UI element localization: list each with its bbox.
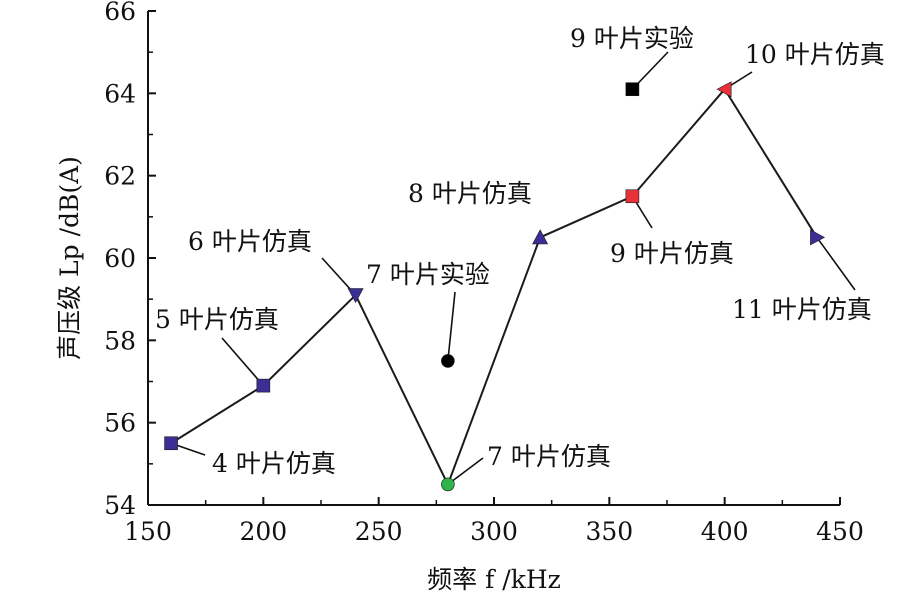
marker-triangle-left xyxy=(716,81,732,98)
callouts xyxy=(170,51,856,486)
marker-triangle-down xyxy=(347,288,364,304)
x-tick-label: 400 xyxy=(701,517,749,546)
point-label: 10 叶片仿真 xyxy=(745,40,885,69)
simulation-series-line xyxy=(170,87,818,487)
marker-square xyxy=(256,378,271,393)
y-tick-label: 64 xyxy=(104,79,136,108)
callout-line xyxy=(447,291,456,361)
marker-triangle-up xyxy=(532,229,549,245)
y-tick-label: 60 xyxy=(104,244,136,273)
point-label: 6 叶片仿真 xyxy=(188,227,312,256)
marker-square xyxy=(164,436,178,451)
simulation-line xyxy=(170,87,818,487)
point-label: 7 叶片仿真 xyxy=(487,442,611,471)
marker-square xyxy=(625,189,640,204)
point-label: 11 叶片仿真 xyxy=(732,295,872,324)
axes: 150 200 250 300 350 400 450 54 56 58 60 62 64 66 xyxy=(104,0,864,546)
x-tick-label: 300 xyxy=(470,517,518,546)
y-tick-label: 58 xyxy=(104,326,136,355)
x-axis-label: 频率 f /kHz xyxy=(427,565,561,594)
point-label: 4 叶片仿真 xyxy=(212,449,336,478)
point-label: 5 叶片仿真 xyxy=(155,305,279,334)
y-tick-label: 54 xyxy=(104,491,136,520)
y-tick-label: 62 xyxy=(104,162,136,191)
marker-circle xyxy=(441,477,455,492)
marker-square xyxy=(625,82,640,97)
marker-triangle-right xyxy=(810,229,826,246)
markers xyxy=(164,81,826,492)
point-label: 8 叶片仿真 xyxy=(408,179,532,208)
point-label: 9 叶片仿真 xyxy=(610,239,734,268)
x-tick-label: 150 xyxy=(124,517,172,546)
y-tick-label: 56 xyxy=(104,409,136,438)
callout-line xyxy=(221,337,264,387)
labels: 4 叶片仿真 5 叶片仿真 6 叶片仿真 7 叶片仿真 8 叶片仿真 9 叶片仿真 10 叶… xyxy=(155,24,885,478)
x-tick-label: 350 xyxy=(585,517,633,546)
x-tick-label: 200 xyxy=(239,517,287,546)
callout-line xyxy=(447,457,484,486)
x-tick-label: 450 xyxy=(816,517,864,546)
marker-circle xyxy=(441,354,455,368)
point-label: 9 叶片实验 xyxy=(570,24,694,53)
callout-line xyxy=(816,236,856,291)
y-axis-label: 声压级 Lp /dB(A) xyxy=(55,156,84,360)
y-tick-label: 66 xyxy=(104,0,136,26)
point-label: 7 叶片实验 xyxy=(366,260,490,289)
x-tick-label: 250 xyxy=(355,517,403,546)
